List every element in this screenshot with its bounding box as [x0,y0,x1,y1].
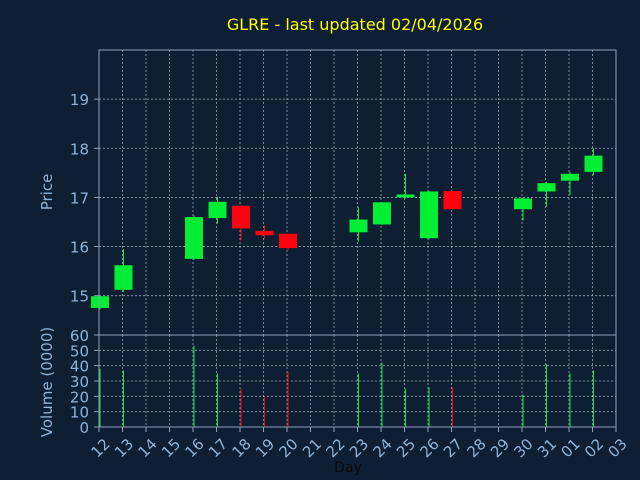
volume-tick-label: 10 [70,404,89,422]
price-tick-labels: 15 16 17 18 19 [70,91,99,306]
volume-tick-label: 30 [70,373,89,391]
price-tick-label: 15 [70,288,89,306]
volume-tick-label: 20 [70,388,89,406]
volume-tick-label: 50 [70,342,89,360]
candle-body-up [349,219,368,233]
candle-body-up [114,265,133,290]
candle-body-up [396,194,415,198]
candle-body-up [537,183,556,192]
chart-title: GLRE - last updated 02/04/2026 [227,15,483,34]
candle-body-up [561,173,579,181]
candle-body-down [232,205,250,229]
candle-body-down [255,230,274,236]
candle-body-up [91,296,109,308]
price-tick-label: 16 [70,239,89,257]
candle-body-down [443,191,462,210]
candle-body-up [208,201,227,219]
volume-tick-label: 60 [70,327,89,345]
candlestick-series [91,148,603,310]
candle-body-up [373,202,391,225]
volume-axis-label: Volume (0000) [38,327,56,437]
volume-tick-label: 40 [70,358,89,376]
candle-body-up [584,155,603,172]
price-axis-label: Price [38,174,56,211]
volume-grid [99,335,616,427]
candle-body-up [514,198,532,210]
volume-tick-label: 0 [79,419,89,437]
price-tick-label: 19 [70,91,89,109]
volume-panel-frame [98,334,617,428]
price-tick-label: 17 [70,189,89,207]
price-tick-label: 18 [70,140,89,158]
candle-body-up [185,217,203,259]
price-grid [99,50,616,335]
day-axis-label: Day [334,460,362,476]
volume-series [99,345,594,427]
candle-body-down [279,233,297,249]
candle-body-up [420,191,438,239]
